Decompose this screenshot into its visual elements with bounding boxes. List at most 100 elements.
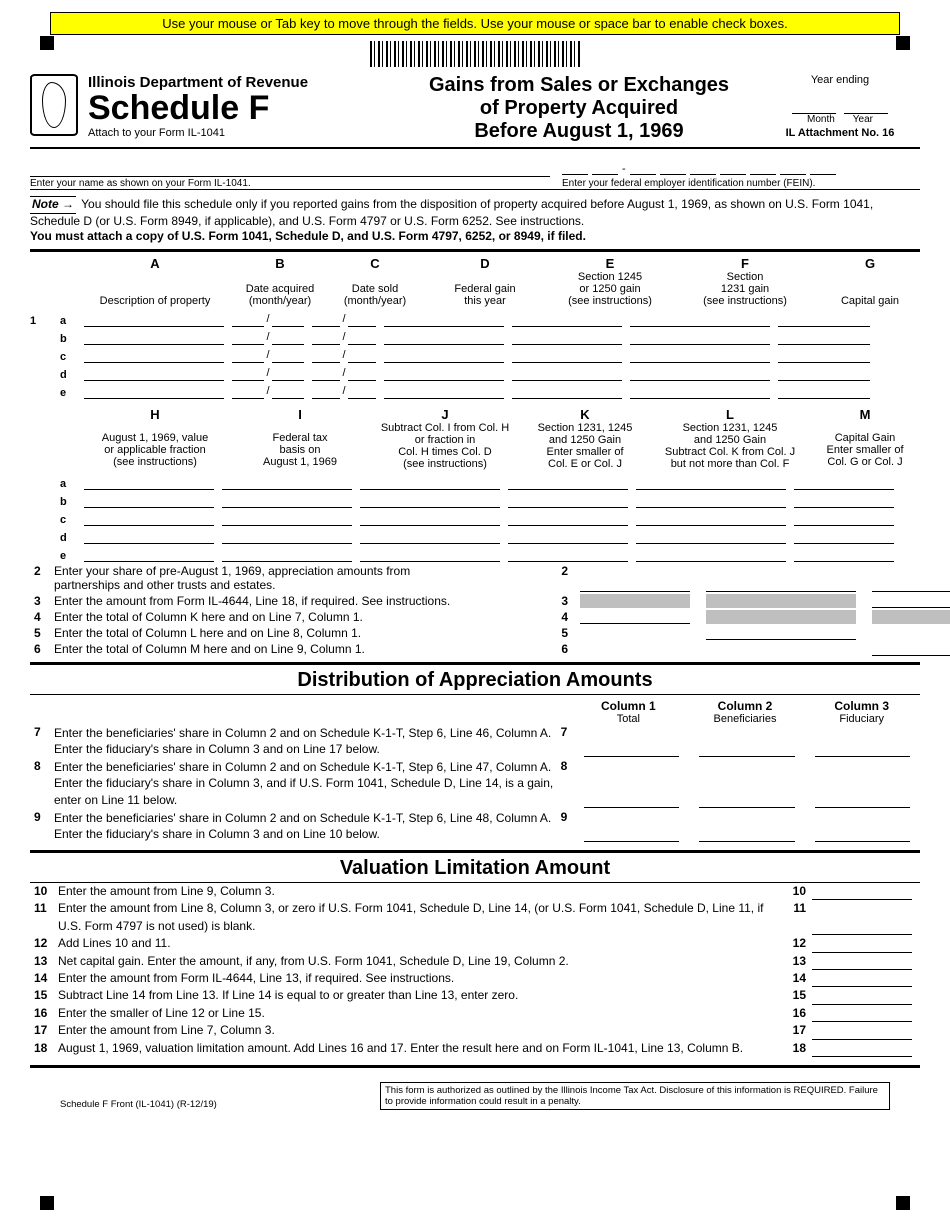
field-a-K[interactable] <box>508 476 628 490</box>
field-d-J[interactable] <box>360 530 500 544</box>
field-1b-G[interactable] <box>778 331 870 345</box>
line-5-l[interactable] <box>706 626 856 640</box>
field-e-M[interactable] <box>794 548 894 562</box>
month-field[interactable] <box>792 100 836 114</box>
line-17-amount[interactable] <box>812 1026 912 1040</box>
field-d-K[interactable] <box>508 530 628 544</box>
line-9-c2[interactable] <box>699 828 794 842</box>
field-a-M[interactable] <box>794 476 894 490</box>
line-7-c1[interactable] <box>584 743 679 757</box>
field-1e-B-yr[interactable] <box>272 385 304 399</box>
field-1d-C-mo[interactable] <box>312 367 340 381</box>
line-15-amount[interactable] <box>812 991 912 1005</box>
field-1d-F[interactable] <box>630 367 770 381</box>
field-1d-B-yr[interactable] <box>272 367 304 381</box>
line-12-amount[interactable] <box>812 939 912 953</box>
field-1c-B-mo[interactable] <box>232 349 264 363</box>
field-e-J[interactable] <box>360 548 500 562</box>
field-a-J[interactable] <box>360 476 500 490</box>
field-1b-C-yr[interactable] <box>348 331 376 345</box>
line-8-c2[interactable] <box>699 794 794 808</box>
field-b-M[interactable] <box>794 494 894 508</box>
field-1a-E[interactable] <box>512 313 622 327</box>
field-1e-C-yr[interactable] <box>348 385 376 399</box>
field-1e-C-mo[interactable] <box>312 385 340 399</box>
field-e-H[interactable] <box>84 548 214 562</box>
line-9-c3[interactable] <box>815 828 910 842</box>
field-1d-E[interactable] <box>512 367 622 381</box>
field-1c-A[interactable] <box>84 349 224 363</box>
field-1e-E[interactable] <box>512 385 622 399</box>
field-b-J[interactable] <box>360 494 500 508</box>
field-1e-D[interactable] <box>384 385 504 399</box>
field-1a-B-mo[interactable] <box>232 313 264 327</box>
line-6-m[interactable] <box>872 642 950 656</box>
field-1c-E[interactable] <box>512 349 622 363</box>
field-1e-G[interactable] <box>778 385 870 399</box>
line-3-m[interactable] <box>872 594 950 608</box>
field-1c-G[interactable] <box>778 349 870 363</box>
field-a-L[interactable] <box>636 476 786 490</box>
line-18-amount[interactable] <box>812 1043 912 1057</box>
field-1c-D[interactable] <box>384 349 504 363</box>
line-14-amount[interactable] <box>812 973 912 987</box>
field-1d-B-mo[interactable] <box>232 367 264 381</box>
field-1d-D[interactable] <box>384 367 504 381</box>
line-10-amount[interactable] <box>812 886 912 900</box>
field-1b-D[interactable] <box>384 331 504 345</box>
line-2-l[interactable] <box>706 578 856 592</box>
field-c-L[interactable] <box>636 512 786 526</box>
field-1c-B-yr[interactable] <box>272 349 304 363</box>
field-1d-G[interactable] <box>778 367 870 381</box>
field-e-L[interactable] <box>636 548 786 562</box>
field-d-M[interactable] <box>794 530 894 544</box>
field-b-L[interactable] <box>636 494 786 508</box>
line-2-m[interactable] <box>872 578 950 592</box>
field-1a-D[interactable] <box>384 313 504 327</box>
field-c-H[interactable] <box>84 512 214 526</box>
field-1a-C-yr[interactable] <box>348 313 376 327</box>
field-c-J[interactable] <box>360 512 500 526</box>
field-c-M[interactable] <box>794 512 894 526</box>
field-b-K[interactable] <box>508 494 628 508</box>
line-8-c1[interactable] <box>584 794 679 808</box>
line-2-k[interactable] <box>580 578 690 592</box>
field-1a-B-yr[interactable] <box>272 313 304 327</box>
field-1a-C-mo[interactable] <box>312 313 340 327</box>
field-1e-F[interactable] <box>630 385 770 399</box>
field-d-L[interactable] <box>636 530 786 544</box>
line-7-c2[interactable] <box>699 743 794 757</box>
line-7-c3[interactable] <box>815 743 910 757</box>
line-9-c1[interactable] <box>584 828 679 842</box>
field-e-I[interactable] <box>222 548 352 562</box>
field-1a-F[interactable] <box>630 313 770 327</box>
field-e-K[interactable] <box>508 548 628 562</box>
field-c-I[interactable] <box>222 512 352 526</box>
line-13-amount[interactable] <box>812 956 912 970</box>
field-1a-G[interactable] <box>778 313 870 327</box>
field-b-H[interactable] <box>84 494 214 508</box>
field-1e-A[interactable] <box>84 385 224 399</box>
field-d-H[interactable] <box>84 530 214 544</box>
field-1b-B-mo[interactable] <box>232 331 264 345</box>
field-d-I[interactable] <box>222 530 352 544</box>
field-1d-C-yr[interactable] <box>348 367 376 381</box>
field-1c-F[interactable] <box>630 349 770 363</box>
field-a-H[interactable] <box>84 476 214 490</box>
line-16-amount[interactable] <box>812 1008 912 1022</box>
field-c-K[interactable] <box>508 512 628 526</box>
field-1c-C-yr[interactable] <box>348 349 376 363</box>
field-a-I[interactable] <box>222 476 352 490</box>
field-1b-F[interactable] <box>630 331 770 345</box>
year-field[interactable] <box>844 100 888 114</box>
name-field[interactable] <box>30 161 550 177</box>
field-1b-C-mo[interactable] <box>312 331 340 345</box>
field-1b-B-yr[interactable] <box>272 331 304 345</box>
field-1c-C-mo[interactable] <box>312 349 340 363</box>
field-1e-B-mo[interactable] <box>232 385 264 399</box>
line-11-amount[interactable] <box>812 921 912 935</box>
fein-field[interactable]: - <box>562 161 920 177</box>
line-4-k[interactable] <box>580 610 690 624</box>
field-1d-A[interactable] <box>84 367 224 381</box>
field-b-I[interactable] <box>222 494 352 508</box>
